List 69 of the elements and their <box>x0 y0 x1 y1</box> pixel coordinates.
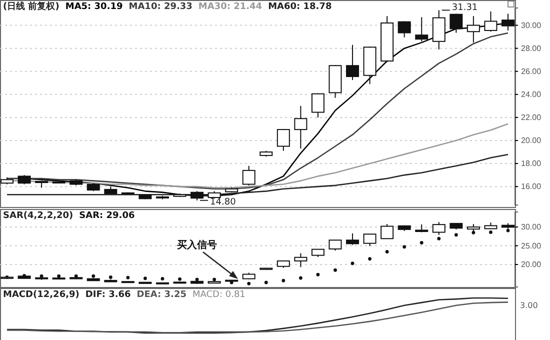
point <box>385 250 389 254</box>
y-tick-label: 22.00 <box>521 113 542 122</box>
point <box>350 262 354 266</box>
point <box>454 233 458 237</box>
candlestick <box>432 222 446 236</box>
candlestick <box>346 232 360 246</box>
point <box>126 276 130 280</box>
point <box>195 278 199 282</box>
y-tick-label: 16.00 <box>521 182 542 192</box>
candlestick <box>242 165 256 186</box>
y-tick-label: 18.00 <box>521 159 542 168</box>
candlestick <box>450 13 463 34</box>
y-tick-label: 30.00 <box>521 222 542 232</box>
chart-title: MACD(12,26,9) <box>3 290 80 300</box>
point <box>264 280 268 284</box>
annotation: 14.80 <box>210 197 236 208</box>
y-tick-label: 20.00 <box>521 136 542 146</box>
y-tick-label: 20.00 <box>521 260 542 270</box>
candlestick <box>398 20 411 38</box>
point <box>316 272 320 276</box>
point <box>420 241 424 244</box>
text: SAR: 29.06 <box>79 211 135 221</box>
y-tick-label: 30.00 <box>521 20 542 30</box>
annotation: 买入信号 <box>177 239 217 251</box>
candlestick <box>276 128 290 152</box>
text: MA60: 18.78 <box>268 2 332 12</box>
y-tick-label: 25.00 <box>521 241 542 250</box>
text: MA5: 30.19 <box>65 2 123 12</box>
point <box>144 276 147 280</box>
point <box>160 277 164 280</box>
candlestick <box>328 239 342 252</box>
line-series <box>6 154 509 196</box>
point <box>368 257 372 261</box>
candlestick <box>380 224 394 240</box>
candlestick <box>484 10 498 32</box>
text: 3.00 <box>520 301 538 310</box>
point <box>506 228 510 232</box>
point <box>40 274 44 278</box>
annotation: MACD: 0.81 <box>192 290 246 300</box>
point <box>298 276 302 280</box>
point <box>178 277 182 281</box>
candlestick <box>346 44 360 81</box>
candlestick <box>294 252 308 268</box>
candlestick <box>363 233 376 247</box>
text: MA30: 21.44 <box>198 2 262 12</box>
chart-title: SAR(4,2,2,20) <box>3 211 74 221</box>
point <box>92 274 96 278</box>
text: DEA: 3.25 <box>136 290 186 300</box>
text: MA10: 29.33 <box>128 2 192 12</box>
y-tick-label: 26.00 <box>521 66 542 76</box>
text: DIF: 3.66 <box>85 290 131 300</box>
candlestick <box>466 16 480 44</box>
point <box>57 274 61 278</box>
point <box>247 282 251 286</box>
chart-title: (日线 前复权) <box>3 1 60 12</box>
point <box>282 278 286 282</box>
point <box>108 276 112 279</box>
point <box>437 236 441 240</box>
candlestick <box>311 92 324 118</box>
point <box>334 268 337 272</box>
candlestick <box>18 174 31 185</box>
y-tick-label: 24.00 <box>521 90 542 99</box>
candlestick <box>415 16 428 42</box>
candlestick <box>294 105 308 150</box>
point <box>489 230 492 234</box>
point <box>402 245 406 249</box>
annotation: 31.31 <box>452 3 478 14</box>
y-tick-label: 28.00 <box>521 44 542 53</box>
point <box>212 278 216 282</box>
